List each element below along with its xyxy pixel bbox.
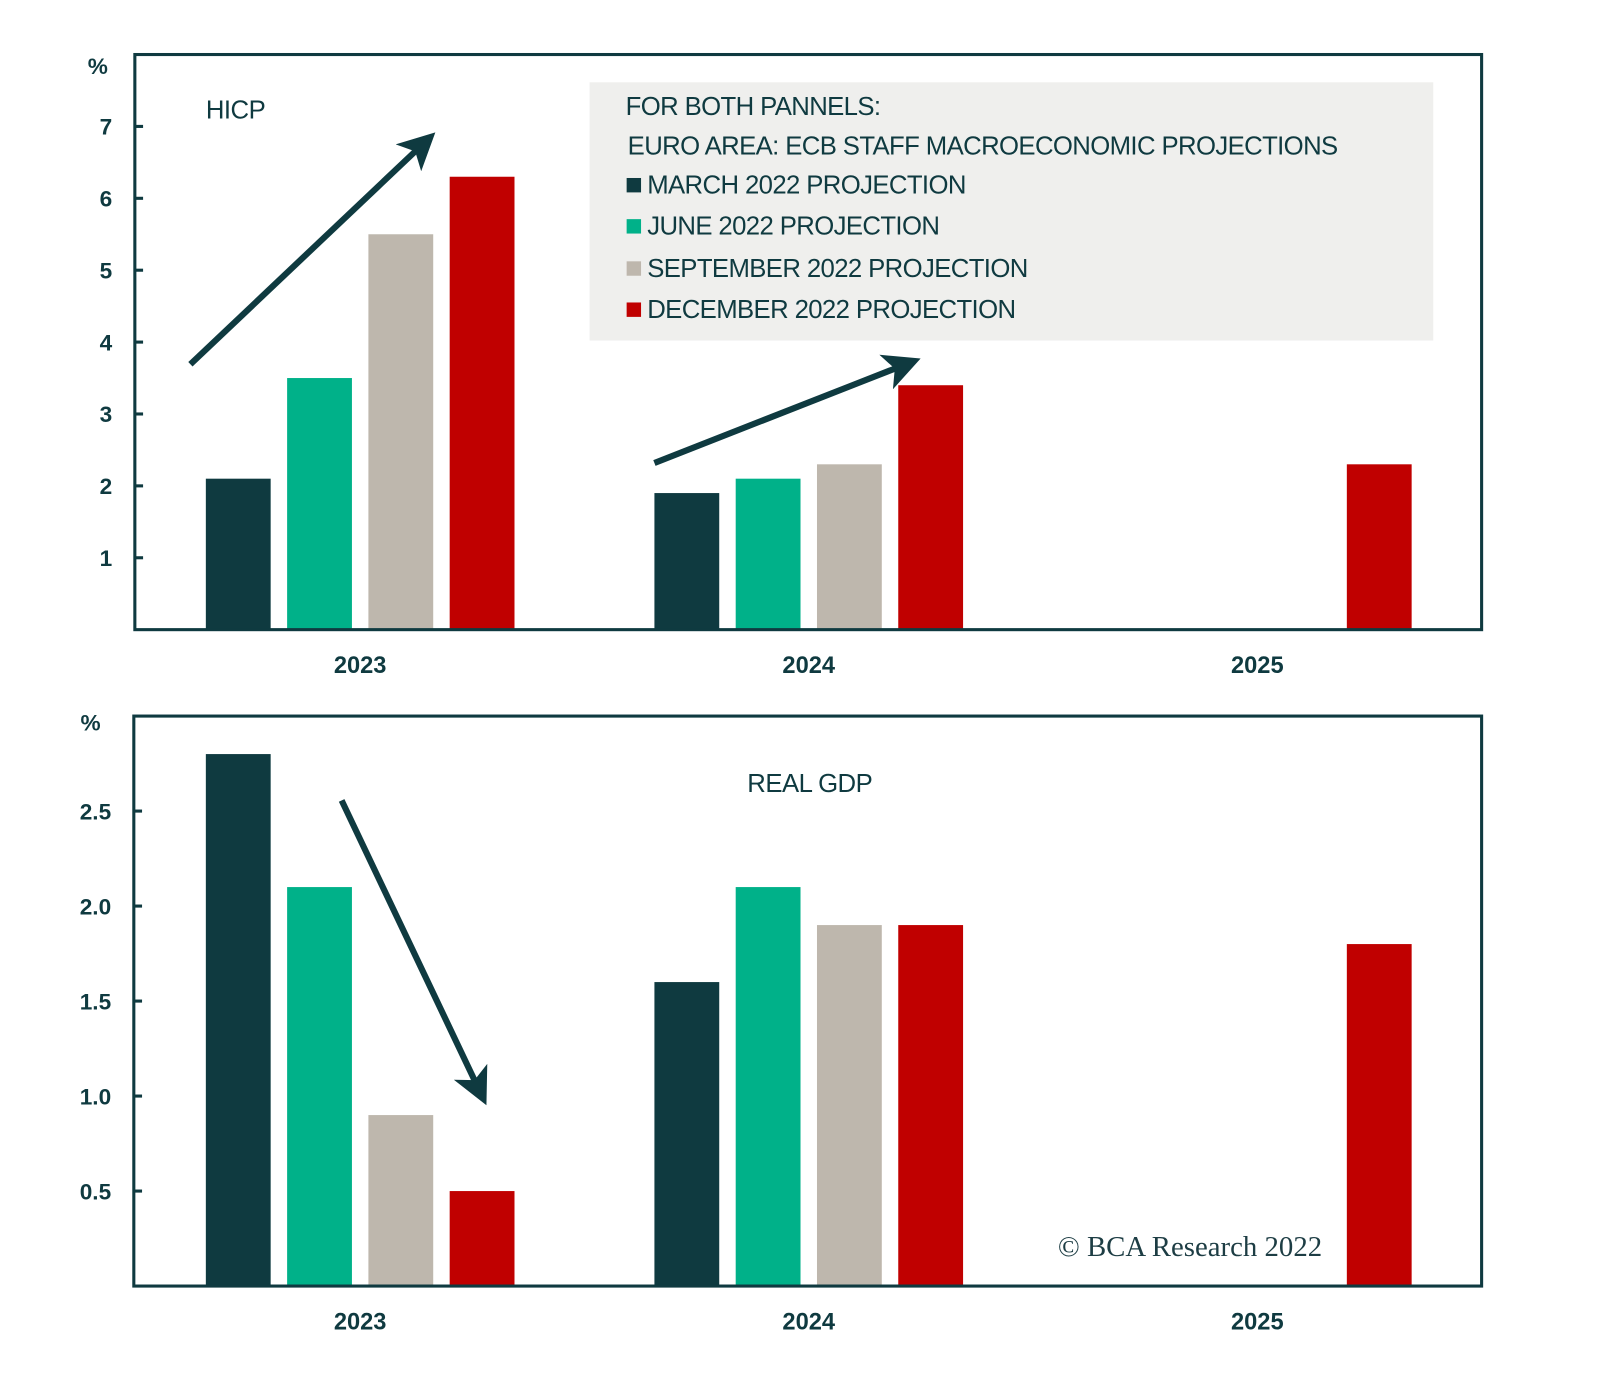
trend-arrow-up-icon — [188, 132, 436, 367]
legend-swatch-september — [626, 261, 642, 276]
y-unit-label: % — [88, 54, 108, 79]
y-tick-label: 7 — [100, 115, 113, 140]
y-tick-label: 2 — [100, 474, 113, 499]
y-tick-label: 2.5 — [80, 799, 111, 824]
y-tick-label: 5 — [100, 258, 113, 283]
bar-2024-march — [654, 493, 720, 630]
bar-2024-june — [735, 478, 801, 630]
y-tick-label: 1.0 — [80, 1084, 111, 1109]
legend: FOR BOTH PANNELS: EURO AREA: ECB STAFF M… — [589, 82, 1434, 341]
bar-2023-march — [205, 478, 271, 630]
x-category-label: 2024 — [782, 653, 835, 679]
legend-background — [589, 82, 1434, 341]
legend-item-december: DECEMBER 2022 PROJECTION — [647, 296, 1015, 324]
y-tick-label: 6 — [100, 187, 113, 212]
bar-2025-december — [1346, 944, 1412, 1287]
legend-heading-1: FOR BOTH PANNELS: — [626, 93, 881, 121]
bar-2023-september — [368, 234, 434, 630]
y-tick-label: 0.5 — [80, 1179, 111, 1204]
x-category-label: 2024 — [782, 1309, 835, 1335]
bar-2023-december — [449, 1191, 515, 1287]
y-tick-label: 1 — [100, 546, 113, 571]
gdp-panel: % REAL GDP 0.5 1.0 1.5 2.0 2.5 2023 2024 2025 — [80, 710, 1484, 1335]
y-tick-label: 2.0 — [80, 894, 111, 919]
legend-heading-2: EURO AREA: ECB STAFF MACROECONOMIC PROJE… — [628, 132, 1338, 160]
legend-item-march: MARCH 2022 PROJECTION — [647, 171, 966, 199]
trend-arrow-down-icon — [338, 799, 488, 1106]
legend-swatch-june — [626, 219, 642, 234]
legend-swatch-december — [626, 302, 642, 317]
x-category-label: 2025 — [1231, 1309, 1284, 1335]
x-category-label: 2023 — [334, 653, 387, 679]
panel-title-gdp: REAL GDP — [747, 770, 872, 798]
bar-2023-june — [287, 887, 352, 1287]
bar-2024-march — [654, 982, 720, 1287]
bar-2024-september — [816, 925, 882, 1287]
bar-2023-june — [287, 378, 352, 630]
x-category-label: 2025 — [1231, 653, 1284, 679]
bar-2023-september — [368, 1115, 434, 1287]
x-category-label: 2023 — [334, 1309, 387, 1335]
hicp-panel: % HICP 1 2 3 4 5 6 7 2023 2024 2025 — [88, 52, 1484, 679]
bar-2025-december — [1346, 464, 1412, 630]
copyright-logo: © BCA Research 2022 — [1058, 1231, 1322, 1263]
y-unit-label: % — [81, 710, 101, 735]
y-tick-label: 4 — [100, 330, 113, 355]
bar-2023-december — [449, 176, 515, 630]
y-tick-label: 1.5 — [80, 989, 111, 1014]
bar-2024-december — [898, 385, 964, 630]
bar-2024-september — [816, 464, 882, 630]
bar-2024-december — [898, 925, 964, 1287]
bar-2024-june — [735, 887, 801, 1287]
panel-title-hicp: HICP — [206, 96, 265, 124]
trend-arrow-up-icon — [653, 354, 921, 466]
legend-swatch-march — [626, 177, 642, 193]
legend-item-june: JUNE 2022 PROJECTION — [647, 213, 939, 241]
legend-item-september: SEPTEMBER 2022 PROJECTION — [647, 255, 1027, 283]
y-tick-label: 3 — [100, 402, 113, 427]
bar-2023-march — [205, 754, 271, 1287]
